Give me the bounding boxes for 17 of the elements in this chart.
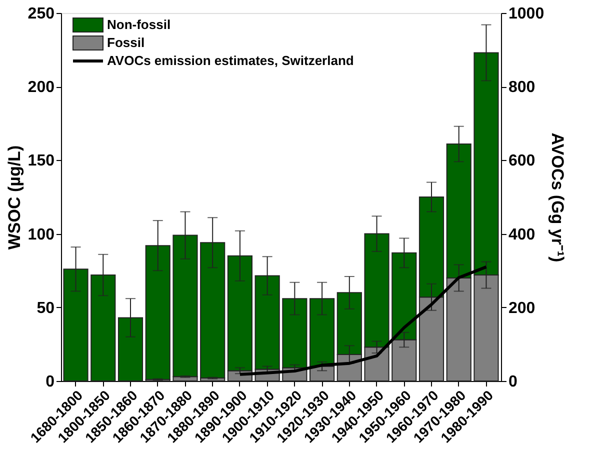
y-tick-label: 200 (28, 79, 55, 96)
legend-label: Non-fossil (107, 17, 171, 32)
legend-label: Fossil (107, 35, 145, 50)
y-tick-label: 150 (28, 152, 55, 170)
y-tick-label: 250 (28, 6, 55, 22)
y-axis-title: WSOC (µg/L) (4, 145, 24, 250)
y-tick-label: 0 (46, 374, 55, 390)
y2-tick-label: 200 (508, 300, 536, 317)
y2-tick-label: 600 (508, 152, 536, 170)
y-tick-label: 100 (28, 226, 55, 244)
y2-tick-label: 0 (508, 374, 518, 390)
y2-axis-title: AVOCs (Gg yr⁻¹) (548, 132, 568, 262)
y-tick-label: 50 (36, 300, 55, 317)
y2-tick-label: 1000 (508, 6, 544, 22)
y2-tick-label: 400 (508, 226, 536, 244)
legend-label: AVOCs emission estimates, Switzerland (107, 53, 354, 68)
y2-tick-label: 800 (508, 79, 536, 96)
